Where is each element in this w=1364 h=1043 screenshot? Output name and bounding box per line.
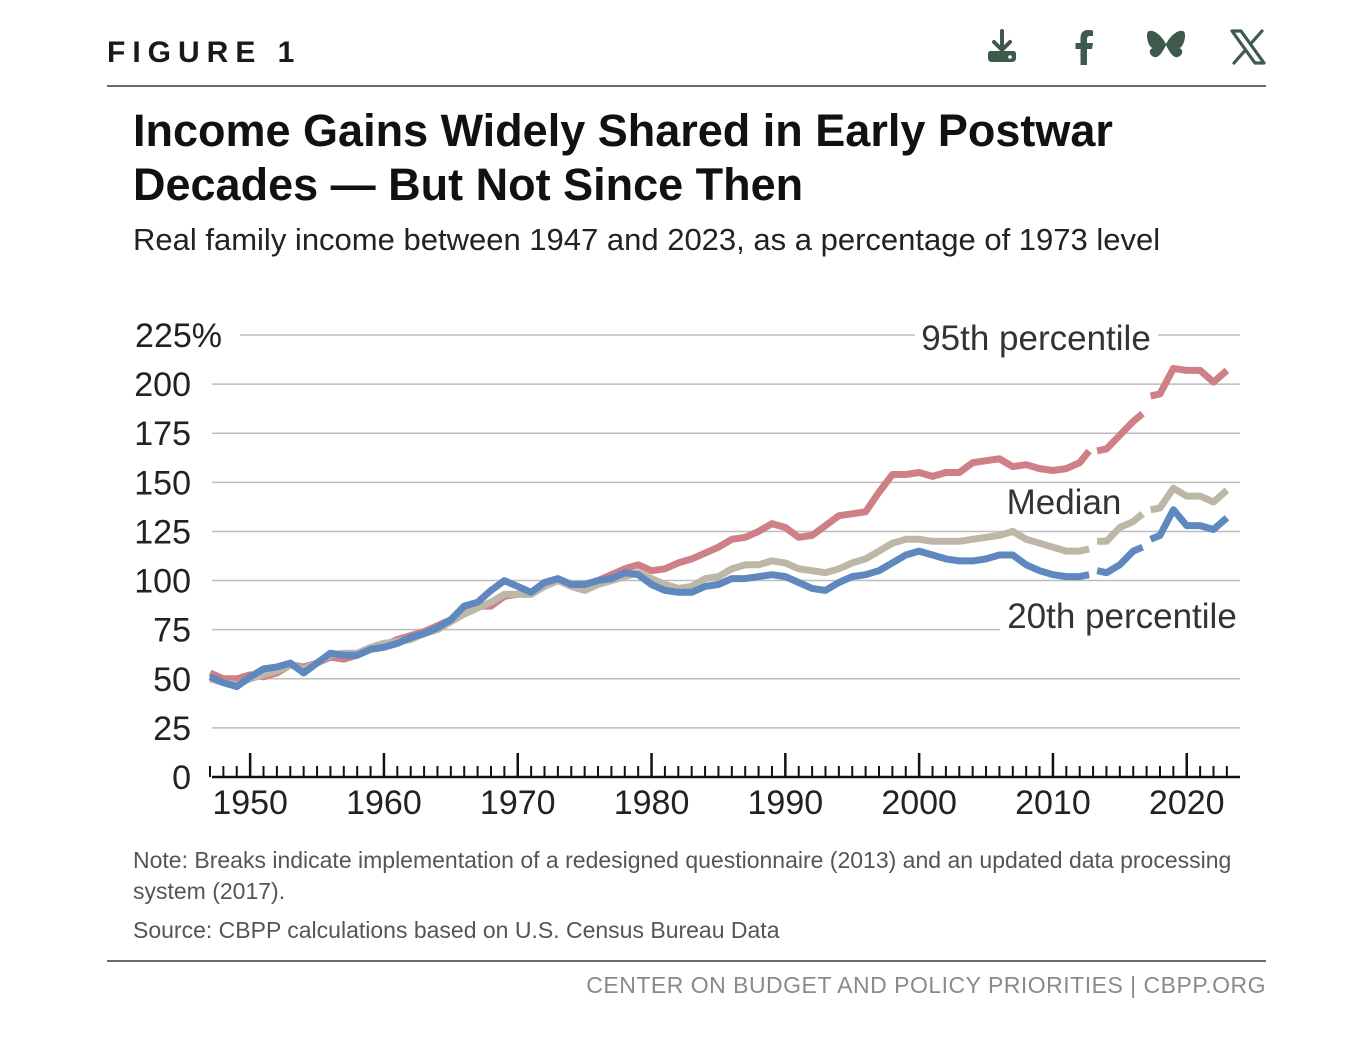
x-icon[interactable] <box>1228 26 1268 68</box>
series-label-p95: 95th percentile <box>921 319 1151 358</box>
chart-note: Note: Breaks indicate implementation of … <box>133 847 1232 904</box>
series-line-median-segment <box>1149 484 1230 514</box>
series-line-p20-segment <box>1149 506 1230 543</box>
bottom-divider <box>107 960 1266 962</box>
series-line-p20-segment <box>1096 543 1144 577</box>
series-line-p95-segment <box>1096 410 1145 455</box>
series-label-p20: 20th percentile <box>1007 597 1237 636</box>
x-tick-label: 1960 <box>346 784 422 822</box>
y-tick-label: 225% <box>135 317 222 355</box>
series-line-p95-segment <box>1149 364 1230 400</box>
y-tick-label: 150 <box>134 464 191 502</box>
x-tick-label: 1990 <box>748 784 824 822</box>
y-tick-label: 175 <box>134 415 191 453</box>
series-line-median-segment <box>1097 511 1145 545</box>
download-icon[interactable] <box>982 26 1022 68</box>
y-tick-label: 125 <box>134 513 191 551</box>
bluesky-icon[interactable] <box>1146 26 1186 68</box>
facebook-icon[interactable] <box>1064 26 1104 68</box>
y-tick-label: 0 <box>172 759 191 797</box>
y-tick-label: 75 <box>153 612 191 650</box>
x-tick-label: 2010 <box>1015 784 1091 822</box>
x-tick-label: 2020 <box>1149 784 1225 822</box>
share-toolbar <box>982 26 1268 68</box>
x-tick-label: 1970 <box>480 784 556 822</box>
x-tick-label: 1950 <box>212 784 288 822</box>
series-label-median: Median <box>1007 483 1122 522</box>
top-divider <box>107 85 1266 87</box>
figure-label: FIGURE 1 <box>107 36 302 69</box>
chart-subtitle: Real family income between 1947 and 2023… <box>133 222 1161 257</box>
income-line-chart: 0 25 50 75 100 125 150 175 200 225% 1950 1960 1970 1… <box>134 317 1240 822</box>
series-line-p20-segment <box>208 547 1090 691</box>
chart-source: Source: CBPP calculations based on U.S. … <box>133 917 780 943</box>
y-tick-label: 25 <box>153 710 191 748</box>
y-tick-label: 100 <box>134 563 191 601</box>
series-line-p95-segment <box>208 448 1092 683</box>
x-tick-label: 1980 <box>614 784 690 822</box>
footer-credit: CENTER ON BUDGET AND POLICY PRIORITIES |… <box>586 972 1266 998</box>
x-tick-label: 2000 <box>881 784 957 822</box>
chart-title: Income Gains Widely Shared in Early Post… <box>133 105 1113 210</box>
y-tick-label: 50 <box>153 661 191 699</box>
y-tick-label: 200 <box>134 366 191 404</box>
